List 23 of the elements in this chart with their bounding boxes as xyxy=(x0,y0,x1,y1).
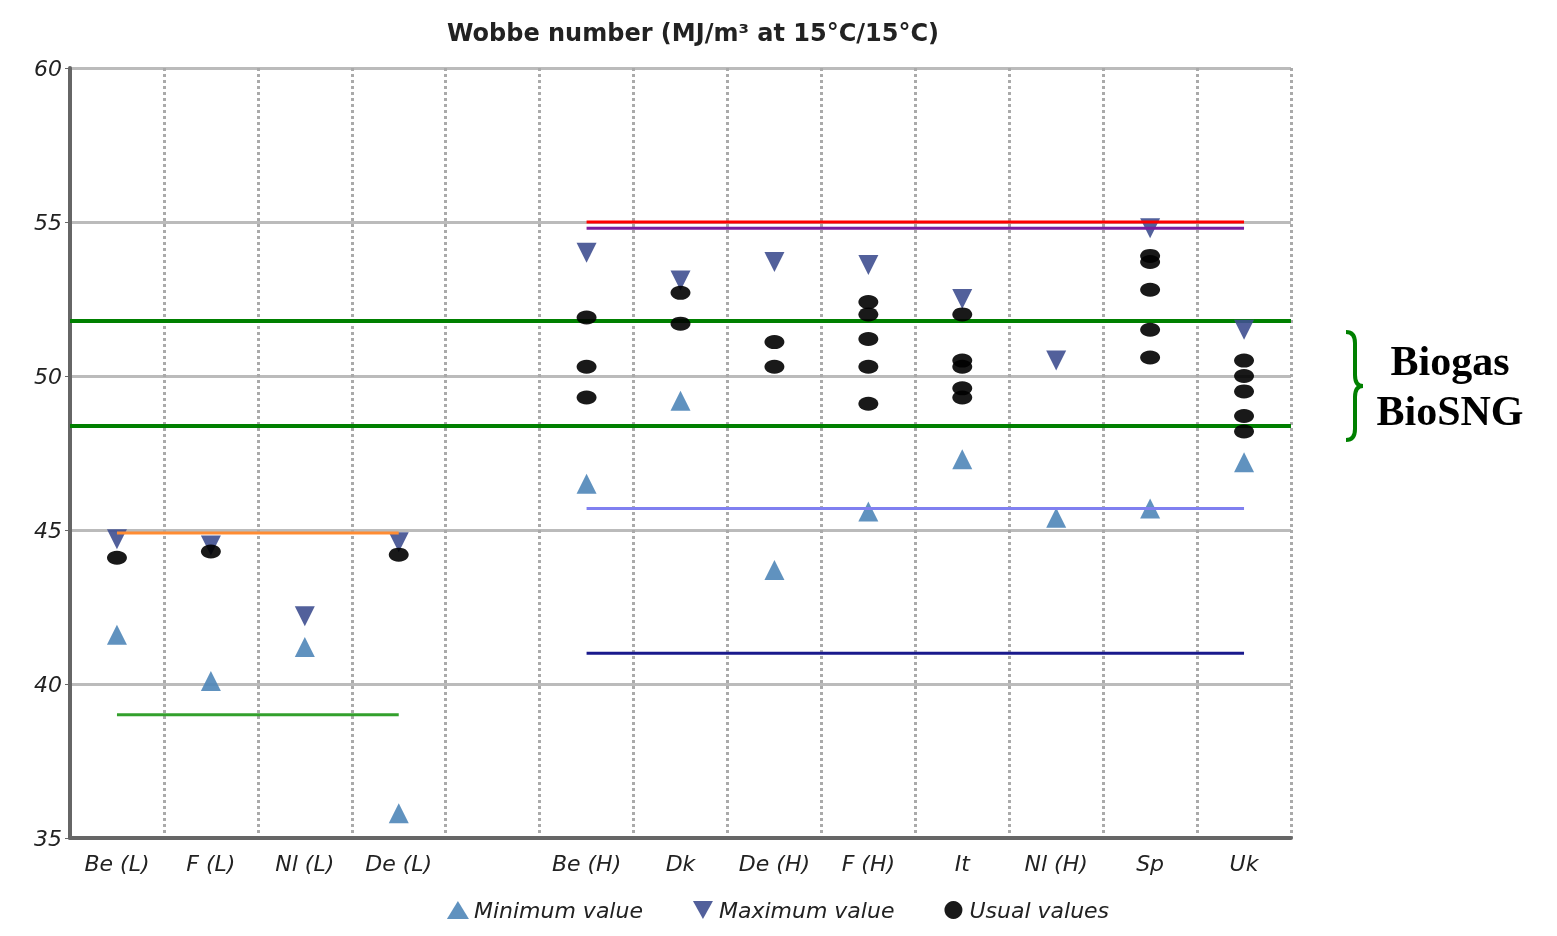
y-tick-label: 40 xyxy=(34,671,62,697)
x-tick-label: Uk xyxy=(1229,850,1260,876)
x-tick-label: F (L) xyxy=(186,850,236,876)
x-tick-label: De (L) xyxy=(365,850,433,876)
chart-title: Wobbe number (MJ/m³ at 15°C/15°C) xyxy=(446,19,940,47)
x-tick-label: Nl (L) xyxy=(275,850,335,876)
legend-label: Maximum value xyxy=(718,897,895,923)
x-tick-label: Nl (H) xyxy=(1024,850,1088,876)
legend-label: Usual values xyxy=(969,897,1110,923)
x-tick-label: Sp xyxy=(1136,850,1165,876)
x-tick-label: Be (L) xyxy=(84,850,150,876)
text: Biogas BioSNG xyxy=(1375,337,1525,436)
y-tick-label: 45 xyxy=(34,517,62,543)
x-tick-label: F (H) xyxy=(841,850,896,876)
x-tick-label: Dk xyxy=(665,850,697,876)
x-tick-label: De (H) xyxy=(738,850,811,876)
y-tick-label: 50 xyxy=(34,363,62,389)
x-tick-label: Be (H) xyxy=(551,850,622,876)
y-tick-label: 60 xyxy=(34,55,62,81)
legend-label: Minimum value xyxy=(473,897,643,923)
y-tick-label: 35 xyxy=(34,825,62,851)
y-tick-label: 55 xyxy=(34,209,62,235)
x-tick-label: It xyxy=(954,850,972,876)
